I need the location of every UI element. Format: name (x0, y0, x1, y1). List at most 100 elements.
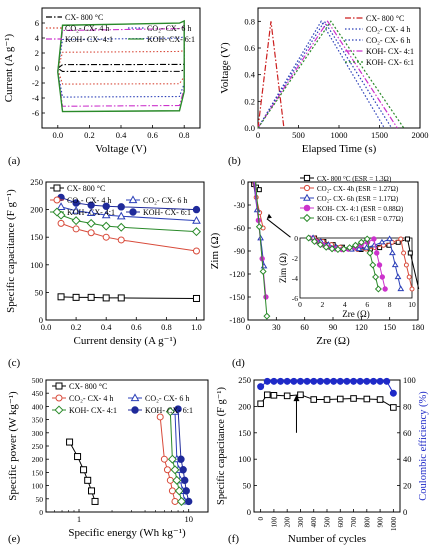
legend-marker (302, 213, 312, 223)
data-point (323, 377, 331, 385)
data-point (87, 201, 95, 209)
legend-marker (303, 174, 311, 182)
panel-label: (c) (8, 357, 21, 369)
y2-tick-label: 80 (403, 401, 412, 411)
legend-marker (55, 394, 63, 402)
y-tick-label: 2 (35, 48, 39, 58)
y-axis-label: Current (A g⁻¹) (3, 33, 15, 102)
data-point (336, 377, 344, 385)
y-tick-label: 200 (30, 205, 43, 215)
x-tick-label: 150 (383, 322, 396, 332)
data-point (330, 377, 338, 385)
inset-point (346, 244, 354, 252)
legend-marker (54, 405, 64, 415)
legend-label: CO₂- CX- 6 h (145, 394, 189, 403)
legend-marker (303, 184, 311, 192)
data-point (192, 247, 200, 255)
inset-y-tick-label: -2 (292, 254, 298, 263)
data-point (257, 400, 264, 408)
legend-label: CX- 800 °C (65, 13, 103, 22)
inset-point (305, 234, 313, 242)
inset-x-tick-label: 0 (298, 300, 302, 309)
x-axis-label: Current density (A g⁻¹) (74, 335, 177, 347)
data-point (179, 466, 187, 474)
cv-curve (57, 50, 185, 85)
x-tick-label: 180 (412, 322, 425, 332)
x-tick-label: 10 (184, 514, 193, 524)
data-point (263, 294, 269, 300)
y-tick-label: 0 (39, 315, 43, 325)
legend-label: CO₂- CX- 4 h (65, 24, 109, 33)
y-tick-label: -90 (234, 246, 245, 256)
y-axis-label: Zim (Ω) (209, 232, 221, 269)
y2-tick-label: 40 (403, 454, 412, 464)
x-axis-label: Specific energy (Wh kg⁻¹) (68, 527, 186, 539)
legend-label: KOH- CX- 4:1 (65, 35, 113, 44)
inset-point (357, 238, 365, 246)
inset-y-tick-label: -4 (292, 274, 298, 283)
series-line (60, 214, 197, 233)
y-axis-label: Specific capacitance (F g⁻¹) (216, 386, 227, 505)
data-point (71, 216, 81, 226)
x-tick-label: 0.0 (52, 130, 63, 140)
y-tick-label: 500 (32, 376, 44, 385)
gcd-curve (257, 20, 405, 129)
y-tick-label: 150 (32, 468, 44, 477)
panel-label: (a) (8, 155, 21, 167)
data-point (191, 227, 201, 237)
data-point (170, 465, 180, 475)
inset-point (389, 249, 396, 256)
data-point (356, 377, 364, 385)
panel-a: 0.0 0.2 0.4 0.6 0.8 -6 -4 -2 0 2 4 6 Voltage (V) Curr… (3, 7, 201, 167)
x-tick-label: 0.8 (161, 322, 172, 332)
legend-label: KOH- CX- 4:1 (69, 406, 117, 415)
data-point (57, 293, 65, 301)
legend-label: CO₂- CX- 4 h (366, 25, 410, 34)
y-tick-label: 6 (35, 18, 39, 28)
y-tick-label: 0 (241, 177, 245, 187)
nyquist-tail (255, 181, 268, 317)
y-tick-label: -30 (234, 200, 245, 210)
data-point (255, 223, 263, 231)
legend-marker (131, 406, 139, 414)
data-point (102, 294, 110, 302)
inset-point (366, 249, 374, 257)
y-tick-label: 450 (32, 389, 44, 398)
data-point (80, 466, 88, 474)
data-point (310, 396, 318, 403)
data-point (72, 293, 80, 301)
y2-axis-label: Coulombic efficiency (%) (418, 391, 429, 501)
x-tick-label: 0 (257, 517, 265, 521)
data-point (336, 395, 344, 403)
x-tick-label: 500 (324, 517, 332, 528)
inset-point (403, 262, 409, 268)
data-point (263, 391, 271, 399)
data-point (270, 392, 278, 399)
data-point (165, 407, 175, 417)
x-axis-label: Voltage (V) (95, 143, 147, 155)
x-tick-label: 200 (284, 517, 292, 528)
legend-marker (303, 204, 311, 212)
x-tick-label: 90 (329, 322, 338, 332)
data-point (383, 377, 391, 385)
inset-point (371, 236, 377, 242)
data-point (296, 377, 304, 385)
y-tick-label: 0 (39, 508, 43, 517)
y-tick-label: 0.8 (244, 16, 255, 26)
x-tick-label: 1000 (331, 130, 348, 140)
data-point (192, 294, 200, 302)
x-tick-label: 1.0 (191, 322, 202, 332)
legend-label: CX- 800 °C (ESR = 1.3Ω) (317, 175, 392, 183)
inset-x-tick-label: 4 (343, 300, 347, 309)
legend-marker (53, 184, 61, 192)
data-point (163, 466, 171, 474)
x-tick-label: 0.8 (179, 130, 190, 140)
legend-label: CO₂- CX- 4 h (67, 196, 111, 205)
data-point (310, 377, 318, 385)
y2-tick-label: 20 (403, 481, 412, 491)
inset-point (405, 236, 411, 242)
legend-marker (55, 382, 63, 390)
x-tick-label: 0.0 (41, 322, 52, 332)
data-point (323, 396, 331, 403)
x-tick-label: 0.4 (101, 322, 112, 332)
